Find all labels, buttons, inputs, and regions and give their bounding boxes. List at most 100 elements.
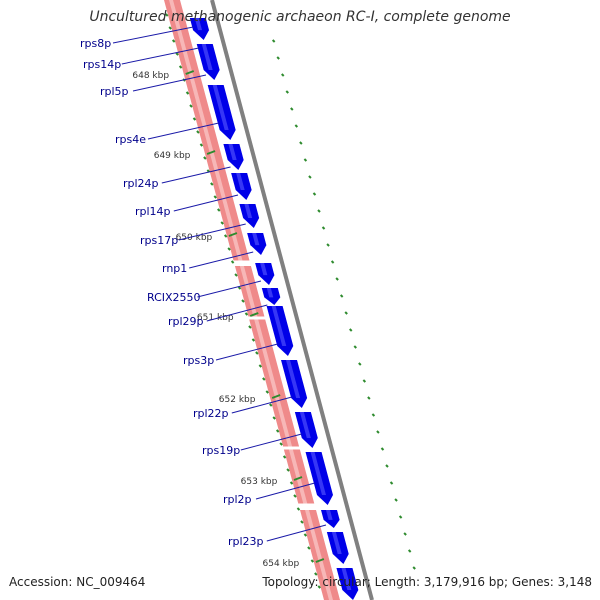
gc-tick	[272, 416, 276, 420]
gene-label-leader	[161, 166, 231, 184]
cds-arrow-highlight	[326, 510, 333, 520]
gc-tick	[358, 362, 362, 366]
scale-tick	[249, 312, 259, 317]
gene-label: rpl5p	[100, 85, 129, 98]
gc-tick	[269, 403, 273, 407]
scale-tick	[206, 150, 216, 155]
gc-tick	[394, 498, 398, 502]
gc-tick	[281, 73, 285, 77]
gc-tick	[265, 390, 269, 394]
gc-tick	[367, 396, 371, 400]
gc-tick	[300, 520, 304, 524]
gene-label: rpl29p	[168, 315, 204, 328]
gene-label: rpl22p	[193, 407, 229, 420]
gc-tick	[294, 124, 299, 128]
gc-tick	[293, 494, 297, 498]
gc-tick	[282, 455, 287, 459]
gc-tick	[241, 299, 245, 303]
gc-tick	[349, 328, 353, 332]
scale-label: 650 kbp	[176, 233, 213, 243]
gc-tick	[321, 226, 326, 230]
scale-label: 654 kbp	[263, 559, 300, 569]
gene-label-leader	[255, 482, 315, 500]
cds-arrow-highlight	[260, 263, 268, 276]
gene-label-leader	[215, 343, 278, 361]
cds-arrow-highlight	[201, 44, 213, 70]
scale-label: 651 kbp	[197, 313, 234, 323]
gene-label: rps14p	[83, 58, 121, 71]
gc-tick	[310, 559, 315, 563]
scale-tick	[271, 394, 281, 399]
gc-tick	[286, 468, 290, 472]
gc-tick	[258, 364, 263, 368]
gc-tick	[389, 481, 394, 485]
gene-label: rpl23p	[228, 535, 264, 548]
gc-tick	[326, 243, 330, 247]
cds-arrow-highlight	[252, 233, 260, 246]
gc-tick	[290, 107, 294, 111]
gene-label: rps19p	[202, 444, 240, 457]
gc-tick	[220, 221, 224, 225]
gc-tick	[227, 247, 231, 251]
rna-feature-highlight	[305, 510, 333, 600]
gene-label-leader	[147, 122, 219, 140]
gene-label-leader	[132, 74, 207, 92]
gene-label-leader	[231, 396, 292, 414]
gc-tick	[196, 130, 200, 134]
gc-tick	[407, 549, 412, 553]
gene-label: rnp1	[162, 262, 187, 275]
cds-arrow-highlight	[236, 173, 245, 190]
gc-tick	[271, 39, 276, 43]
gc-tick	[380, 447, 385, 451]
gc-tick	[217, 208, 221, 212]
gene-label: rps17p	[140, 234, 178, 247]
gene-label: rps4e	[115, 133, 146, 146]
scale-tick	[228, 232, 238, 237]
gene-label-leader	[197, 280, 262, 298]
cds-arrow-highlight	[228, 144, 237, 160]
gene-label: rps8p	[80, 37, 111, 50]
gc-tick	[403, 532, 407, 536]
gc-tick	[371, 413, 376, 417]
map-title: Uncultured methanogenic archaeon RC-I, c…	[89, 9, 511, 25]
cds-arrow-highlight	[244, 204, 253, 218]
gc-tick	[339, 294, 344, 298]
accession-label: Accession: NC_009464	[9, 575, 146, 589]
gc-tick	[412, 566, 416, 570]
gc-tick	[234, 273, 238, 277]
cds-arrow-highlight	[286, 360, 301, 398]
gc-tick	[276, 56, 280, 60]
gc-tick	[175, 52, 179, 56]
scale-label: 648 kbp	[132, 71, 169, 81]
gc-tick	[362, 379, 367, 383]
gc-tick	[203, 156, 207, 160]
gc-tick	[307, 546, 311, 550]
cds-arrow-highlight	[271, 306, 287, 346]
topology-label: Topology: circular; Length: 3,179,916 bp…	[262, 575, 592, 589]
gene-label-leader	[112, 26, 194, 44]
cds-arrow-highlight	[194, 18, 203, 31]
gc-tick	[299, 141, 303, 145]
cds-arrow-highlight	[310, 452, 326, 495]
cds-arrow-highlight	[341, 568, 352, 590]
gc-tick	[237, 286, 242, 290]
gc-tick	[223, 234, 228, 238]
gc-tick	[308, 175, 312, 179]
cds-arrow-highlight	[266, 288, 274, 298]
gene-label-leader	[178, 223, 246, 241]
gc-tick	[165, 13, 169, 17]
gc-tick	[279, 442, 283, 446]
gene-label-leader	[266, 524, 327, 542]
scale-tick	[315, 558, 325, 563]
scale-tick	[185, 70, 195, 75]
gc-tick	[285, 90, 289, 94]
gene-label-leader	[240, 433, 302, 451]
gc-tick	[213, 195, 217, 199]
gc-tick	[398, 515, 403, 519]
gene-label: rpl24p	[123, 177, 159, 190]
gc-tick	[244, 312, 249, 316]
cds-arrow-highlight	[331, 532, 342, 554]
gc-tick	[275, 429, 280, 433]
